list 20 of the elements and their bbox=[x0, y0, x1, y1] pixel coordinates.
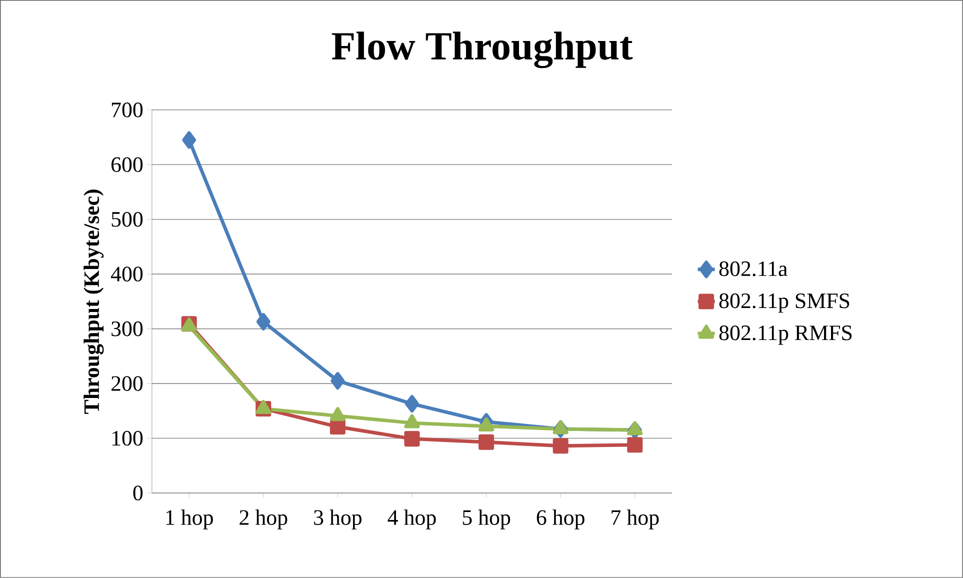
y-tick-label: 600 bbox=[111, 157, 143, 172]
x-tick-label: 7 hop bbox=[612, 510, 659, 530]
y-tick-label: 200 bbox=[112, 376, 143, 391]
y-tick-label: 0 bbox=[133, 486, 143, 500]
legend-label: 802.11p SMFS bbox=[719, 293, 850, 313]
x-tick-label: 4 hop bbox=[388, 510, 436, 530]
y-tick-label: 500 bbox=[112, 212, 143, 227]
x-tick-label: 1 hop bbox=[166, 510, 213, 530]
x-tick-label: 2 hop bbox=[240, 510, 288, 530]
y-tick-label: 400 bbox=[110, 266, 143, 282]
x-tick-label: 3 hop bbox=[314, 510, 362, 530]
y-axis-title: Throughput (Kbyte/sec) bbox=[84, 190, 104, 414]
legend-label: 802.11a bbox=[719, 261, 788, 276]
y-tick-label: 300 bbox=[112, 321, 143, 336]
x-tick-label: 5 hop bbox=[462, 510, 510, 530]
y-tick-label: 700 bbox=[112, 102, 143, 118]
chart-title: Flow Throughput bbox=[332, 32, 633, 68]
legend-label: 802.11p RMFS bbox=[719, 326, 852, 345]
x-tick-label: 6 hop bbox=[536, 510, 584, 530]
y-tick-label: 100 bbox=[112, 430, 143, 446]
